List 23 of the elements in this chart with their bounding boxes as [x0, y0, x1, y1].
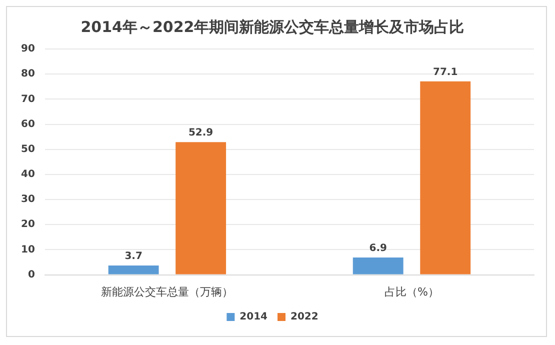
- x-tick-label: 占比（%）: [384, 285, 439, 298]
- bar: [108, 266, 159, 274]
- y-tick-label: 50: [20, 144, 35, 155]
- data-label: 6.9: [369, 243, 387, 254]
- x-tick-label: 新能源公交车总量（万辆）: [101, 285, 234, 298]
- bar: [176, 142, 226, 274]
- y-tick-label: 70: [20, 94, 35, 105]
- legend-label: 2022: [290, 312, 318, 323]
- data-label: 3.7: [124, 251, 142, 262]
- y-tick-label: 30: [20, 194, 35, 206]
- y-tick-label: 80: [20, 68, 35, 80]
- chart-title: 2014年～2022年期间新能源公交车总量增长及市场占比: [80, 18, 464, 36]
- data-label: 77.1: [433, 66, 458, 78]
- legend-label: 2014: [240, 312, 268, 323]
- data-label: 52.9: [188, 128, 214, 139]
- y-tick-label: 90: [20, 44, 35, 55]
- bar: [420, 81, 471, 274]
- y-tick-label: 0: [28, 269, 35, 280]
- y-tick-label: 10: [20, 244, 35, 256]
- y-tick-label: 20: [20, 219, 35, 230]
- y-tick-label: 60: [20, 118, 35, 130]
- y-tick-label: 40: [20, 169, 35, 180]
- bar: [352, 257, 404, 274]
